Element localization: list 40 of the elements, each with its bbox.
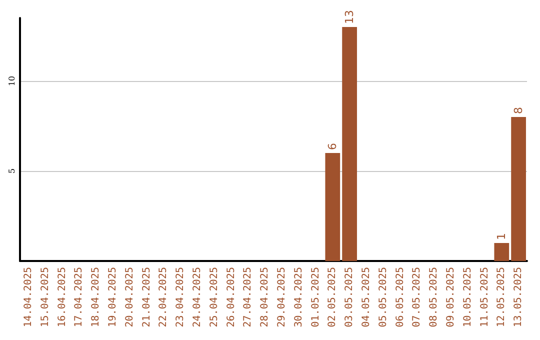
x-tick-label: 26.04.2025 [226, 267, 237, 328]
x-tick-label: 21.04.2025 [141, 267, 152, 328]
bar [494, 243, 510, 261]
data-label: 1 [495, 233, 508, 240]
x-tick-label: 07.05.2025 [412, 267, 423, 328]
x-tick-label: 05.05.2025 [378, 267, 389, 328]
x-tick-label: 04.05.2025 [360, 267, 372, 328]
x-tick-label: 30.04.2025 [293, 267, 304, 328]
x-tick-label: 20.04.2025 [124, 267, 136, 328]
data-label: 6 [326, 143, 340, 150]
x-tick-label: 10.05.2025 [462, 267, 474, 328]
y-tick-label: 5 [8, 168, 16, 174]
x-tick-label: 12.05.2025 [496, 267, 508, 328]
x-tick-label: 08.05.2025 [428, 267, 440, 328]
x-tick-label: 09.05.2025 [445, 267, 456, 328]
x-tick-label: 01.05.2025 [310, 267, 322, 328]
x-tick-label: 29.04.2025 [276, 267, 288, 328]
x-tick-label: 02.05.2025 [327, 267, 338, 328]
x-tick-label: 03.05.2025 [344, 267, 356, 328]
data-label: 8 [512, 107, 526, 114]
x-tick-label: 27.04.2025 [242, 267, 254, 328]
x-tick-label: 16.04.2025 [56, 267, 68, 328]
x-tick-label: 13.05.2025 [513, 267, 524, 328]
x-tick-label: 06.05.2025 [394, 267, 406, 328]
x-tick-label: 19.04.2025 [107, 267, 118, 328]
x-tick-label: 17.04.2025 [74, 267, 85, 328]
x-tick-label: 28.04.2025 [260, 267, 271, 328]
bar [342, 27, 357, 261]
x-tick-label: 15.04.2025 [40, 267, 51, 328]
x-tick-label: 24.04.2025 [192, 267, 203, 328]
x-tick-label: 22.04.2025 [158, 267, 170, 328]
bar [325, 153, 340, 261]
x-tick-label: 25.04.2025 [208, 267, 220, 328]
x-tick-label: 11.05.2025 [479, 267, 490, 328]
data-label: 13 [343, 10, 356, 24]
x-tick-label: 23.04.2025 [175, 267, 186, 328]
x-tick-label: 14.04.2025 [22, 267, 34, 328]
x-tick-label: 18.04.2025 [90, 267, 102, 328]
y-tick-label: 10 [8, 76, 16, 86]
bar [511, 117, 526, 261]
